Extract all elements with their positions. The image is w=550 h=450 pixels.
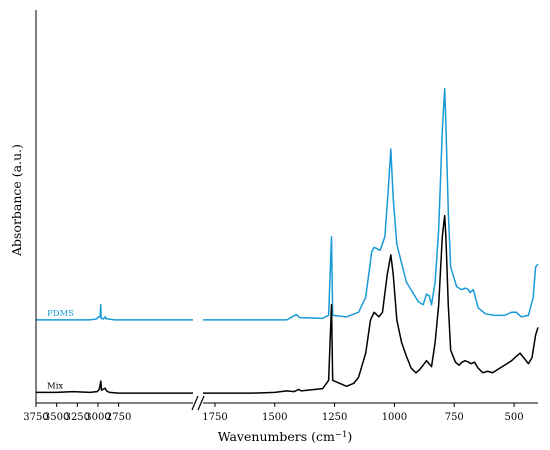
series-label-pdms: PDMS [47, 309, 74, 319]
series-label-mix: Mix [47, 381, 63, 391]
x-tick-label-3250: 3250 [65, 412, 90, 423]
series-pdms-line-right [203, 87, 539, 321]
x-tick-label-500: 500 [505, 412, 524, 423]
series-mix-line-right [203, 214, 539, 394]
series-layer [36, 87, 539, 394]
x-tick-label-3000: 3000 [85, 412, 110, 423]
x-tick-label-3500: 3500 [44, 412, 69, 423]
x-tick-label-1500: 1500 [262, 412, 287, 423]
plot-area [36, 87, 539, 394]
series-mix-line-left [36, 380, 193, 394]
x-tick-label-1000: 1000 [382, 412, 407, 423]
series-labels: PDMS Mix [47, 309, 74, 392]
x-tick-label-2750: 2750 [106, 412, 131, 423]
x-axis-title: Wavenumbers (cm−1) [218, 429, 353, 444]
x-tick-label-1250: 1250 [322, 412, 347, 423]
y-axis-title: Absorbance (a.u.) [9, 144, 24, 257]
series-pdms-line-left [36, 304, 193, 321]
x-tick-label-750: 750 [445, 412, 464, 423]
axis-break-mark [191, 395, 205, 411]
x-tick-label-3750: 3750 [23, 412, 48, 423]
x-tick-label-1750: 1750 [202, 412, 227, 423]
